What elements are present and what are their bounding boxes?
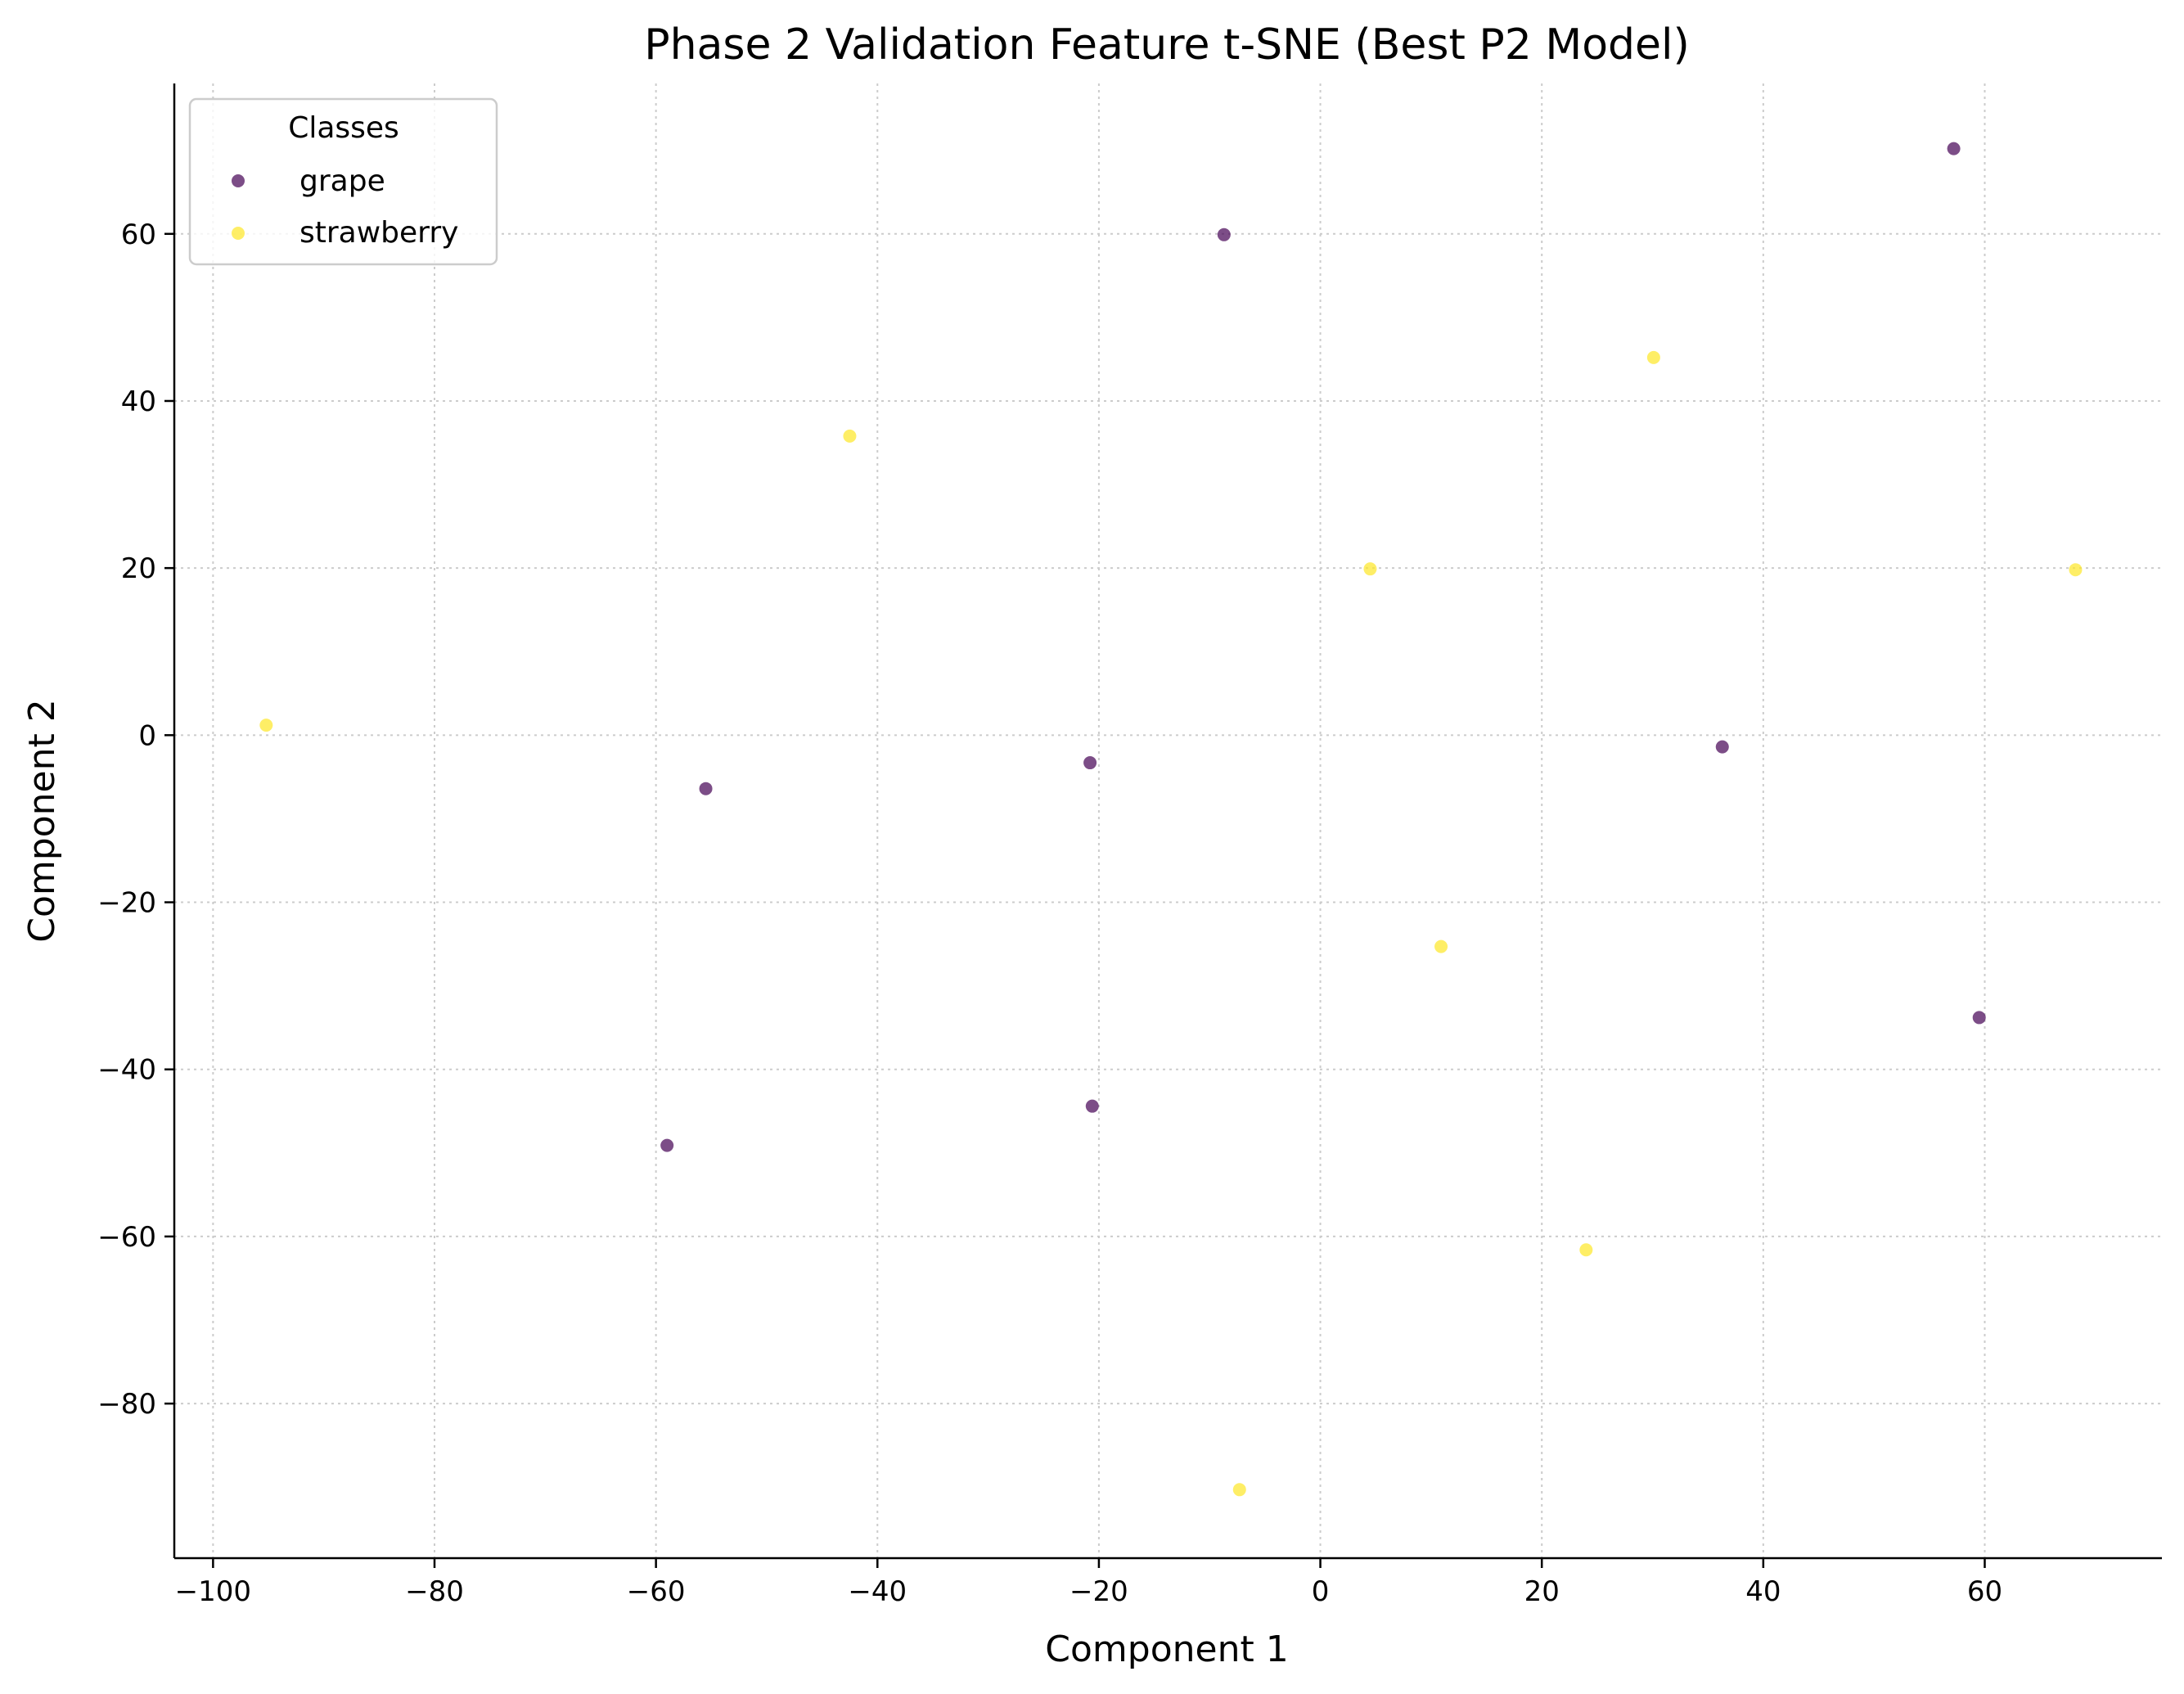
- legend-frame: [188, 97, 498, 266]
- x-tick-label: −20: [1069, 1575, 1128, 1608]
- x-tick-label: −60: [627, 1575, 686, 1608]
- x-axis-label: Component 1: [1045, 1629, 1288, 1670]
- data-point-strawberry: [2069, 563, 2083, 577]
- data-point-grape: [660, 1138, 674, 1152]
- grid-lines: [174, 83, 2162, 1558]
- legend-title: Classes: [288, 111, 399, 145]
- data-point-strawberry: [843, 429, 857, 443]
- y-tick-label: 40: [121, 385, 156, 418]
- data-point-strawberry: [1434, 939, 1448, 953]
- data-point-strawberry: [259, 719, 273, 732]
- y-tick-label: 0: [138, 719, 156, 752]
- data-point-grape: [1217, 228, 1231, 241]
- data-point-strawberry: [1232, 1483, 1246, 1497]
- y-tick-label: −20: [97, 887, 156, 920]
- x-tick-label: −40: [848, 1575, 907, 1608]
- chart-title: Phase 2 Validation Feature t-SNE (Best P…: [644, 20, 1690, 70]
- x-tick-label: 60: [1967, 1575, 2002, 1608]
- legend-label-grape: grape: [299, 164, 385, 198]
- legend-marker-strawberry: [232, 227, 245, 240]
- data-point-grape: [1083, 756, 1097, 770]
- legend-marker-grape: [232, 174, 245, 187]
- data-point-grape: [1947, 142, 1961, 155]
- data-point-strawberry: [1646, 350, 1660, 364]
- data-point-grape: [699, 782, 713, 795]
- y-tick-label: −40: [97, 1054, 156, 1087]
- data-point-grape: [1972, 1011, 1986, 1025]
- x-tick-label: −100: [175, 1575, 251, 1608]
- x-tick-label: 40: [1745, 1575, 1781, 1608]
- y-tick-label: −80: [97, 1388, 156, 1421]
- data-points: [259, 142, 2083, 1497]
- data-point-grape: [1085, 1099, 1099, 1113]
- y-tick-label: 60: [121, 219, 156, 251]
- x-tick-label: 20: [1524, 1575, 1560, 1608]
- y-axis-ticks: −80 −60 −40 −20 0 20 40 60: [97, 219, 174, 1421]
- data-point-strawberry: [1363, 562, 1377, 576]
- x-tick-label: 0: [1312, 1575, 1330, 1608]
- data-point-strawberry: [1579, 1243, 1593, 1257]
- y-tick-label: 20: [121, 552, 156, 585]
- y-axis-label: Component 2: [21, 699, 63, 942]
- legend-label-strawberry: strawberry: [299, 216, 458, 250]
- x-tick-label: −80: [405, 1575, 464, 1608]
- x-axis-ticks: −100 −80 −60 −40 −20 0 20 40 60: [175, 1558, 2002, 1608]
- y-tick-label: −60: [97, 1221, 156, 1254]
- legend: Classes grape strawberry: [188, 97, 498, 266]
- data-point-grape: [1715, 740, 1729, 754]
